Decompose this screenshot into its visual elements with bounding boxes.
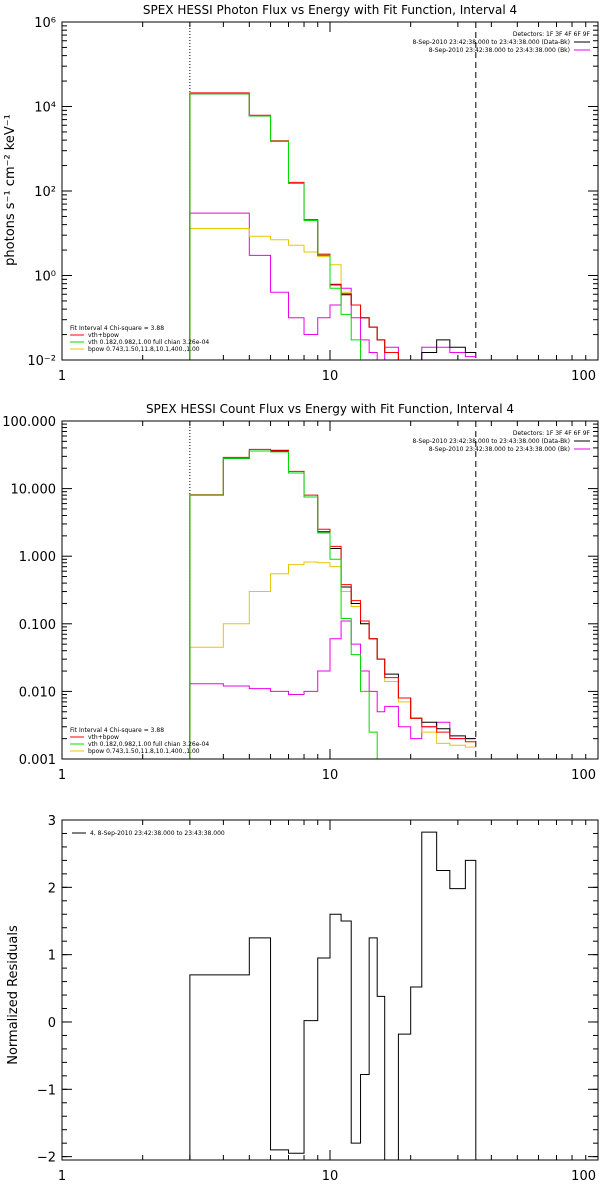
fit-legend-entry: vth 0.182,0.982,1.00 full chian 3.26e-04 (88, 339, 209, 346)
y-tick-label: 1.000 (19, 550, 56, 565)
fit-legend-title: Fit Interval 4 Chi-square = 3.88 (70, 727, 164, 734)
x-tick-label: 10 (322, 768, 339, 783)
residuals-panel: Normalized Residuals 1 10 100 −2 −1 0 1 2 3 4, 8-S… (6, 814, 599, 1184)
count-flux-panel: SPEX HESSI Count Flux vs Energy with Fit… (2, 402, 599, 783)
x-tick-label: 100 (571, 369, 596, 384)
series-data-bk (189, 93, 476, 360)
fit-legend-entry: vth+bpow (88, 734, 119, 741)
fit-legend-entry: bpow 0.743,1.50,11.8,10.1,400.,1.00 (88, 346, 200, 353)
series-vth-bpow (189, 448, 476, 759)
series-bpow (189, 561, 476, 759)
legend-entry: 4, 8-Sep-2010 23:42:38.000 to 23:43:38.0… (90, 830, 225, 837)
legend-entry: 8-Sep-2010 23:42:38.000 to 23:43:38.000 … (429, 47, 570, 54)
x-tick-label: 10 (322, 369, 339, 384)
plot-frame (61, 819, 599, 1161)
y-axis-label: Normalized Residuals (6, 925, 21, 1065)
y-tick-label: −1 (37, 1083, 56, 1098)
y-tick-label: 0 (48, 1016, 56, 1031)
x-tick-label: 1 (58, 768, 66, 783)
y-tick-label: 100.000 (2, 415, 56, 430)
x-tick-label: 100 (571, 768, 596, 783)
y-tick-label: −2 (37, 1151, 56, 1166)
photon-flux-panel: SPEX HESSI Photon Flux vs Energy with Fi… (3, 3, 599, 384)
fit-legend-title: Fit Interval 4 Chi-square = 3.88 (70, 325, 164, 332)
series-vth (189, 450, 378, 759)
y-tick-label: 3 (48, 814, 56, 829)
chart-title: SPEX HESSI Photon Flux vs Energy with Fi… (143, 3, 517, 17)
chart-title: SPEX HESSI Count Flux vs Energy with Fit… (146, 402, 514, 416)
y-tick-label: 2 (48, 881, 56, 896)
y-tick-label: 0.001 (19, 753, 56, 768)
series-residuals (189, 831, 477, 1160)
series-vth-bpow (189, 92, 399, 360)
series-bk (189, 620, 476, 759)
legend-entry: 8-Sep-2010 23:42:38.000 to 23:43:38.000 … (429, 446, 570, 453)
fit-legend-entry: vth 0.182,0.982,1.00 full chian 3.26e-04 (88, 741, 209, 748)
legend-entry: 8-Sep-2010 23:42:38.000 to 23:43:38.000 … (412, 39, 570, 46)
detectors-label: Detectors: 1F 3F 4F 6F 9F (513, 31, 591, 38)
x-tick-label: 10 (322, 1169, 339, 1184)
y-tick-label: 1 (48, 949, 56, 964)
x-tick-label: 100 (571, 1169, 596, 1184)
x-tick-label: 1 (58, 1169, 66, 1184)
x-tick-label: 1 (58, 369, 66, 384)
y-axis-label: photons s⁻¹ cm⁻² keV⁻¹ (3, 114, 18, 266)
legend-entry: 8-Sep-2010 23:42:38.000 to 23:43:38.000 … (412, 438, 570, 445)
y-tick-label: 10⁶ (34, 16, 56, 31)
detectors-label: Detectors: 1F 3F 4F 6F 9F (513, 430, 591, 437)
y-tick-label: 10⁴ (34, 101, 56, 116)
fit-legend-entry: bpow 0.743,1.50,11.8,10.1,400.,1.00 (88, 748, 200, 755)
y-tick-label: 10⁻² (27, 354, 56, 369)
y-tick-label: 10⁰ (34, 270, 56, 285)
y-tick-label: 10.000 (11, 483, 57, 498)
series-vth (189, 93, 362, 360)
y-tick-label: 10² (34, 185, 56, 200)
y-tick-label: 0.010 (19, 685, 56, 700)
fit-legend-entry: vth+bpow (88, 332, 119, 339)
plot-frame (61, 21, 599, 361)
plot-frame (61, 420, 599, 760)
y-tick-label: 0.100 (19, 618, 56, 633)
series-data-bk (189, 450, 476, 759)
